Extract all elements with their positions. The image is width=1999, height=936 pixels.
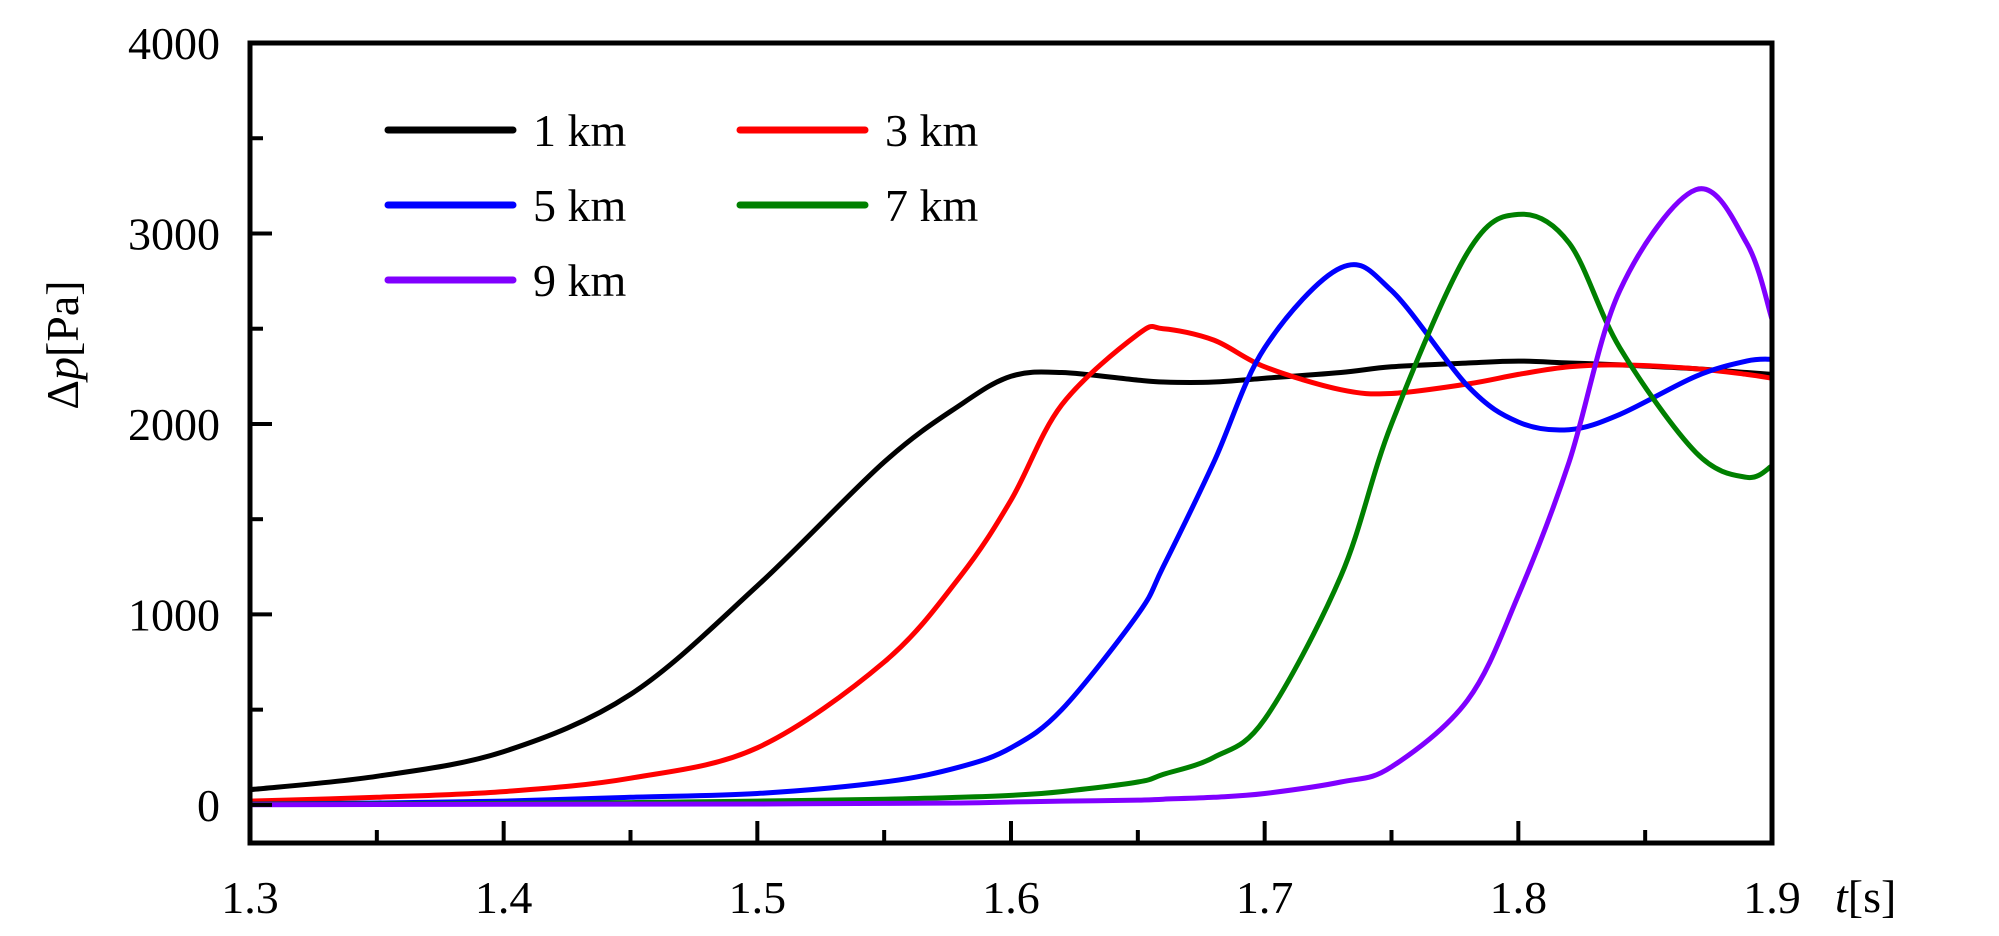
axis-titles: t[s] Δp[Pa] — [37, 280, 1896, 922]
legend-item: 3 km — [736, 105, 979, 156]
plot-area — [250, 186, 1772, 808]
series-line-5-km — [250, 262, 1772, 807]
legend-item: 9 km — [384, 255, 627, 306]
y-tick-label: 4000 — [128, 18, 220, 69]
series-line-1-km — [250, 358, 1772, 793]
y-tick-label: 2000 — [128, 399, 220, 450]
legend-label: 9 km — [533, 255, 627, 306]
series-line-3-km — [250, 323, 1772, 804]
legend-label: 1 km — [533, 105, 627, 156]
legend-item: 5 km — [384, 180, 627, 231]
y-axis-prefix: Δ — [37, 380, 88, 410]
y-tick-label: 0 — [197, 780, 220, 831]
legend-label: 3 km — [885, 105, 979, 156]
legend-item: 7 km — [736, 180, 979, 231]
x-tick-label: 1.8 — [1490, 872, 1548, 923]
x-tick-label: 1.9 — [1743, 872, 1801, 923]
y-tick-label: 1000 — [128, 589, 220, 640]
y-axis-variable: p — [37, 357, 88, 383]
series-line-9-km — [250, 186, 1772, 808]
legend-item: 1 km — [384, 105, 627, 156]
y-tick-label: 3000 — [128, 208, 220, 259]
axes: 1.3 1.4 1.5 1.6 1.7 1.8 1.9 0 1000 2000 3000 4000 — [128, 18, 1801, 923]
x-tick-label: 1.3 — [221, 872, 279, 923]
x-tick-label: 1.4 — [475, 872, 533, 923]
y-axis-title: Δp[Pa] — [37, 280, 88, 409]
legend-label: 5 km — [533, 180, 627, 231]
x-tick-label: 1.6 — [982, 872, 1040, 923]
x-axis-unit: [s] — [1848, 871, 1897, 922]
series-group — [250, 186, 1772, 808]
plot-frame — [247, 40, 1775, 846]
x-tick-label: 1.5 — [729, 872, 787, 923]
x-tick-label: 1.7 — [1236, 872, 1294, 923]
x-axis-variable: t — [1835, 871, 1849, 922]
series-line-7-km — [250, 211, 1772, 807]
y-axis-unit: [Pa] — [37, 280, 88, 357]
legend-label: 7 km — [885, 180, 979, 231]
legend: 1 km 3 km 5 km 7 km 9 km — [384, 105, 979, 306]
x-axis-title: t[s] — [1835, 871, 1896, 922]
